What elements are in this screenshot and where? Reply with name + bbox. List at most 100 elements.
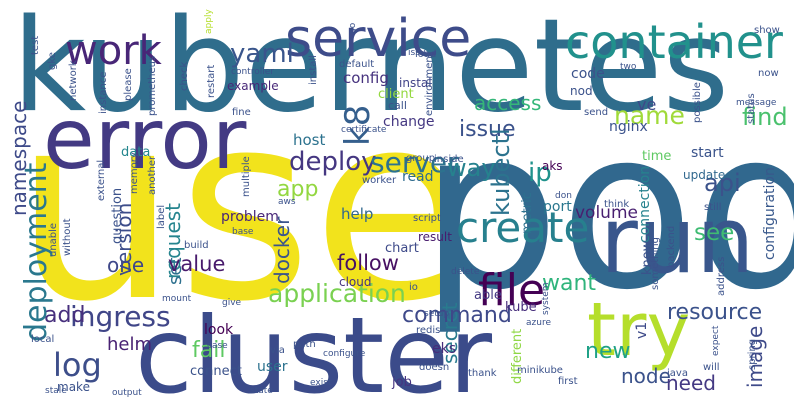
cloud-word-address: address [716,257,727,296]
cloud-word-find: find [742,103,788,131]
cloud-word-use: use [14,58,471,358]
cloud-word-add: add [44,303,85,328]
cloud-word-don: don [555,191,572,201]
cloud-word-know: know [640,240,655,275]
cloud-word-command: command [402,303,512,328]
cloud-word-still: still [704,202,721,213]
cloud-word-case: case [207,341,228,351]
cloud-word-worker: worker [362,175,397,186]
cloud-word-external: external [96,160,107,201]
cloud-word-helm: helm [107,334,152,355]
cloud-word-local: local [31,334,54,345]
cloud-word-fail: fail [192,338,225,363]
cloud-word-secret: secret [438,302,462,364]
cloud-word-example: example [227,79,279,93]
cloud-word-update: update [683,168,725,182]
cloud-word-prometheus: prometheus [147,56,158,116]
cloud-word-log: log [53,346,102,384]
cloud-word-need: need [666,371,716,395]
cloud-word-volume: volume [575,203,638,223]
cloud-word-please: please [123,68,134,101]
cloud-word-instal: instal [399,76,432,90]
cloud-word-state: state [250,386,273,396]
cloud-word-way: way [447,154,496,182]
cloud-word-two: two [620,62,637,72]
cloud-word-job: job [391,375,412,390]
cloud-word-inside: inside [434,154,464,165]
cloud-word-run: run [600,187,754,294]
cloud-word-resource: resource [667,300,762,325]
cloud-word-start: start [691,145,724,161]
cloud-word-backend: backend [666,226,677,268]
cloud-word-issu: issu [408,48,426,58]
cloud-word-multiple: multiple [241,156,252,197]
cloud-word-thank: thank [468,368,497,379]
cloud-word-image: image [743,326,767,388]
cloud-word-base: base [232,227,254,237]
cloud-word-v1: v1 [634,322,650,339]
cloud-word-read: read [402,169,434,185]
cloud-word-config: config [343,69,389,87]
cloud-word-now: now [758,68,779,79]
cloud-word-result: result [418,230,452,244]
cloud-word-first: first [558,376,578,387]
cloud-word-memory: memory [129,152,140,194]
cloud-word-connection: connection [637,166,653,243]
cloud-word-error: error [43,90,247,188]
cloud-word-aks: aks [542,159,563,173]
cloud-word-configure: configure [323,349,366,359]
cloud-word-want: want [542,271,596,296]
cloud-word-cluster: cluster [135,295,493,407]
cloud-word-delete: delete [451,267,480,277]
cloud-word-docker: docker [270,216,294,284]
cloud-word-status: status [746,93,757,124]
cloud-word-kubectl: kubectl [487,128,515,216]
cloud-word-show: show [754,25,780,36]
cloud-word-k8: k8 [338,105,378,146]
cloud-word-check: check [179,62,190,91]
cloud-word-deploy: deploy [289,147,377,177]
cloud-word-issue: issue [459,117,516,142]
cloud-word-code: code [571,66,605,82]
cloud-word-question: question [110,188,125,244]
cloud-word-nginx: nginx [609,119,648,135]
cloud-word-path: path [293,339,316,350]
cloud-word-able: able [474,288,502,303]
cloud-word-java: java [666,368,688,379]
cloud-word-container: container [565,15,783,69]
cloud-word-without: without [62,218,73,256]
cloud-word-something: something [650,237,661,290]
cloud-word-problem: problem [221,209,279,225]
cloud-word-client: client [378,87,414,102]
cloud-word-work: work [65,28,163,74]
cloud-word-version: version [112,203,136,276]
cloud-word-pod: pod [420,82,794,338]
cloud-word-follow: follow [337,251,399,275]
cloud-word-unable: unable [48,223,59,257]
cloud-word-eks: eks [432,341,456,357]
cloud-word-ve: ve [637,95,656,114]
cloud-word-output: output [112,388,142,398]
cloud-word-new: new [585,339,630,364]
cloud-word-gke: gke [47,52,58,70]
cloud-word-node: node [621,364,671,388]
cloud-word-possible: possible [692,82,703,123]
cloud-word-certificate: certificate [341,125,387,135]
cloud-word-namespace: namespace [7,101,31,216]
cloud-word-another: another [147,155,158,195]
cloud-word-user: user [257,359,288,375]
cloud-word-configuration: configuration [762,167,778,260]
cloud-word-restart: restart [206,65,217,98]
cloud-word-one: one [107,253,144,277]
cloud-word-access: access [474,91,541,115]
cloud-word-metric: metric [520,192,535,234]
cloud-word-minikube: minikube [517,365,563,376]
cloud-word-app: app [277,177,318,202]
cloud-word-group: group [406,153,435,164]
cloud-word-network: network [68,60,79,101]
cloud-word-see: see [694,220,734,246]
cloud-word-change: change [383,114,435,130]
cloud-word-chart: chart [385,241,419,256]
cloud-word-via: via [270,345,285,356]
